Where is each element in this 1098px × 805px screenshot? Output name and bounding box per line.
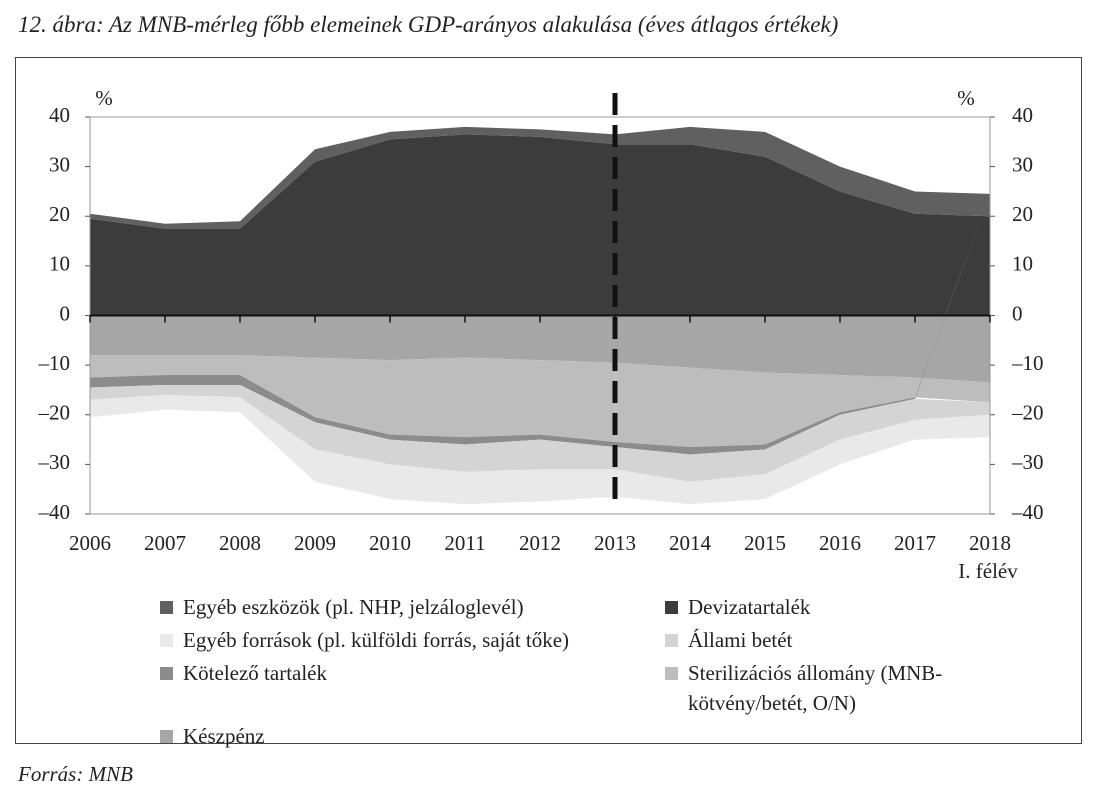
legend: Devizatartalék Egyéb eszközök (pl. NHP, j… xyxy=(160,592,985,751)
x-tick-label: 2012 xyxy=(519,531,561,555)
y-axis-unit: % xyxy=(95,86,113,110)
x-tick-label: 2014 xyxy=(669,531,712,555)
area xyxy=(90,315,990,383)
area xyxy=(90,355,990,448)
legend-label: Sterilizációs állomány (MNB-kötvény/beté… xyxy=(688,661,943,715)
legend-swatch xyxy=(160,601,173,614)
legend-label: Devizatartalék xyxy=(688,595,811,619)
y2-tick-label: 10 xyxy=(1012,252,1033,276)
frame xyxy=(15,57,1082,744)
area xyxy=(90,394,990,505)
legend-swatch xyxy=(160,634,173,647)
figure-title: 12. ábra: Az MNB-mérleg főbb elemeinek G… xyxy=(18,12,839,37)
y2-tick-label: –20 xyxy=(1011,401,1044,425)
y-tick-label: –20 xyxy=(38,401,71,425)
legend-item: Kötelező tartalék xyxy=(160,658,665,718)
legend-item: Készpénz xyxy=(160,721,665,751)
y-tick-label: –10 xyxy=(38,351,71,375)
x-tick-label: 2013 xyxy=(594,531,636,555)
legend-swatch xyxy=(665,634,678,647)
y2-tick-label: 0 xyxy=(1012,301,1023,325)
areas xyxy=(90,126,990,505)
y-tick-label: 40 xyxy=(49,103,70,127)
y2-tick-label: 20 xyxy=(1012,202,1033,226)
y-tick-label: 20 xyxy=(49,202,70,226)
legend-item: Egyéb források (pl. külföldi forrás, saj… xyxy=(160,625,665,655)
y-tick-label: 30 xyxy=(49,152,70,176)
legend-item: Devizatartalék xyxy=(665,592,985,622)
y2-axis-unit: % xyxy=(957,86,975,110)
y2-tick-label: 40 xyxy=(1012,103,1033,127)
y-tick-label: –30 xyxy=(38,450,71,474)
x-tick-label: 2010 xyxy=(369,531,411,555)
x-tick-label: 2006 xyxy=(69,531,111,555)
legend-item: Egyéb eszközök (pl. NHP, jelzáloglevél) xyxy=(160,592,665,622)
x-tick-label: 2016 xyxy=(819,531,861,555)
legend-label: Kötelező tartalék xyxy=(183,661,328,685)
y-tick-label: 0 xyxy=(60,301,71,325)
x-tick-label: 2018 xyxy=(969,531,1011,555)
legend-label: Állami betét xyxy=(688,628,793,652)
legend-item: Sterilizációs állomány (MNB-kötvény/beté… xyxy=(665,658,985,718)
x-tick-label: 2008 xyxy=(219,531,261,555)
x-tick-label: 2017 xyxy=(894,531,936,555)
y2-tick-label: –40 xyxy=(1011,500,1044,524)
legend-item: Állami betét xyxy=(665,625,985,655)
y2-tick-label: –30 xyxy=(1011,450,1044,474)
legend-label: Egyéb források (pl. külföldi forrás, saj… xyxy=(183,628,570,652)
legend-label: Készpénz xyxy=(183,724,265,748)
y2-tick-label: –10 xyxy=(1011,351,1044,375)
x-tick-label: 2009 xyxy=(294,531,336,555)
x-tick-label: 2011 xyxy=(444,531,485,555)
x-tick-label: 2015 xyxy=(744,531,786,555)
x-tick-label: 2007 xyxy=(144,531,186,555)
legend-swatch xyxy=(665,667,678,680)
y-tick-label: –40 xyxy=(38,500,71,524)
legend-swatch xyxy=(160,667,173,680)
area xyxy=(90,134,990,316)
y2-tick-label: 30 xyxy=(1012,152,1033,176)
y-tick-label: 10 xyxy=(49,252,70,276)
legend-swatch xyxy=(160,730,173,743)
area xyxy=(90,384,990,482)
legend-label: Egyéb eszközök (pl. NHP, jelzáloglevél) xyxy=(183,595,524,619)
area xyxy=(90,126,990,229)
source: Forrás: MNB xyxy=(18,762,133,786)
x-annotation: I. félév xyxy=(958,559,1018,583)
legend-swatch xyxy=(665,601,678,614)
